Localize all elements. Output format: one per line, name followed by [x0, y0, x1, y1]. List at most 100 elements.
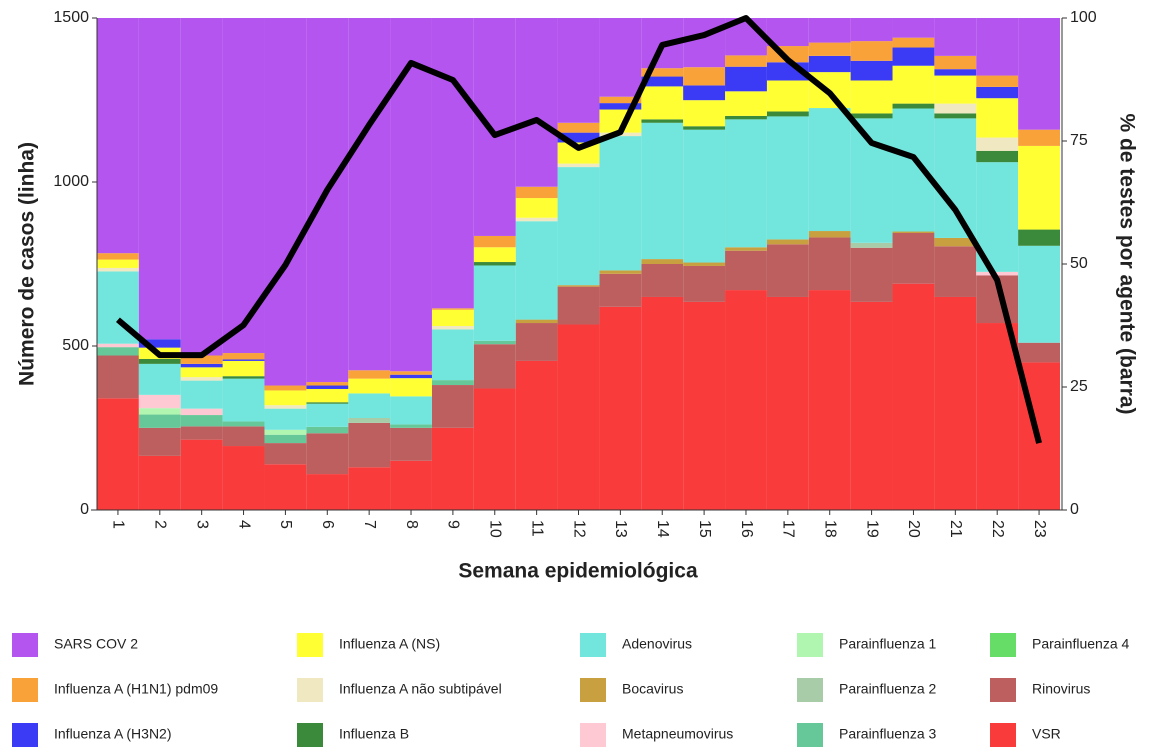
legend-swatch	[990, 723, 1016, 747]
bar-segment	[138, 394, 181, 409]
bar-segment	[934, 113, 977, 119]
bar-segment	[306, 385, 349, 389]
bar-segment	[264, 434, 307, 444]
legend-label: Influenza A (NS)	[339, 636, 440, 652]
bar-segment	[473, 265, 516, 341]
bar-segment	[180, 415, 223, 427]
bar-segment	[683, 100, 726, 127]
bar-segment	[264, 464, 307, 510]
legend-label: SARS COV 2	[54, 636, 138, 652]
bar-segment	[348, 467, 391, 510]
legend-label: Influenza A (H3N2)	[54, 726, 172, 742]
bar-segment	[850, 113, 893, 119]
bar-segment	[138, 358, 181, 364]
x-tick-label: 6	[319, 520, 336, 529]
bar-segment	[557, 163, 600, 168]
bar-segment	[599, 103, 642, 110]
bar-segment	[892, 18, 935, 38]
bar-segment	[473, 344, 516, 389]
bar-segment	[515, 198, 558, 218]
bar-segment	[222, 421, 265, 427]
bar-segment	[390, 427, 432, 461]
bar-segment	[348, 393, 391, 418]
bar-segment	[892, 283, 935, 510]
bar-segment	[641, 86, 684, 120]
legend-label: Influenza A não subtipável	[339, 681, 502, 697]
bar-segment	[515, 186, 558, 199]
x-tick-label: 11	[528, 520, 545, 537]
bar-segment	[473, 388, 516, 510]
bar-segment	[348, 370, 391, 379]
bar-segment	[431, 380, 474, 386]
bar-segment	[1018, 229, 1060, 246]
bar-segment	[306, 474, 349, 510]
bar-segment	[599, 96, 642, 104]
legend-swatch	[297, 678, 323, 702]
bar-segment	[390, 378, 432, 397]
x-tick-label: 12	[570, 520, 587, 538]
y-tick-label: 1000	[53, 173, 89, 190]
bar-segment	[97, 355, 139, 399]
x-tick-label: 19	[863, 520, 880, 538]
bar-segment	[180, 377, 223, 381]
bar-segment	[976, 150, 1019, 163]
bar-segment	[892, 108, 935, 232]
bar-segment	[850, 41, 893, 61]
bar-segment	[766, 80, 809, 112]
bar-segment	[976, 98, 1019, 138]
bar-segment	[850, 118, 893, 243]
bar-segment	[264, 390, 307, 406]
bar-segment	[180, 355, 223, 364]
x-tick-label: 13	[612, 520, 629, 538]
bar-segment	[766, 111, 809, 117]
bar-segment	[390, 424, 432, 428]
y2-tick-label: 0	[1070, 501, 1079, 518]
bar-segment	[725, 119, 767, 248]
x-axis-title: Semana epidemiológica	[458, 560, 698, 583]
x-tick-label: 7	[361, 520, 378, 529]
bar-segment	[766, 296, 809, 510]
bar-segment	[683, 129, 726, 263]
bar-segment	[473, 262, 516, 266]
bar-segment	[1018, 245, 1060, 343]
bar-segment	[725, 115, 767, 120]
bar-segment	[976, 18, 1019, 76]
x-tick-label: 14	[654, 520, 671, 538]
bar-segment	[934, 69, 977, 76]
bar-segment	[1018, 129, 1060, 146]
y2-tick-label: 75	[1070, 132, 1088, 149]
x-tick-label: 18	[821, 520, 838, 538]
x-tick-label: 15	[696, 520, 713, 538]
bar-segment	[557, 132, 600, 143]
bar-segment	[348, 378, 391, 394]
bar-segment	[641, 264, 684, 297]
bar-segment	[641, 296, 684, 510]
x-tick-label: 23	[1031, 520, 1048, 538]
bar-segment	[515, 217, 558, 222]
bar-segment	[850, 18, 893, 42]
bar-segment	[683, 265, 726, 302]
bar-segment	[180, 367, 223, 378]
bar-segment	[934, 118, 977, 238]
bar-segment	[515, 319, 558, 324]
bar-segment	[557, 167, 600, 286]
bar-segment	[725, 66, 767, 92]
legend-label: Influenza B	[339, 726, 409, 742]
x-tick-label: 16	[738, 520, 755, 538]
bar-segment	[431, 329, 474, 381]
bar-segment	[1018, 18, 1060, 130]
bar-segment	[222, 378, 265, 422]
bar-segment	[222, 376, 265, 379]
legend-swatch	[12, 723, 38, 747]
bar-segment	[976, 137, 1019, 151]
bar-segment	[306, 402, 349, 404]
x-tick-label: 1	[110, 520, 127, 529]
bar-segment	[725, 290, 767, 510]
bar-segment	[808, 42, 851, 56]
bar-segment	[766, 244, 809, 297]
y-axis-title: Número de casos (linha)	[16, 142, 39, 386]
bar-segment	[222, 446, 265, 510]
y2-tick-label: 100	[1070, 9, 1097, 26]
bar-segment	[766, 116, 809, 240]
